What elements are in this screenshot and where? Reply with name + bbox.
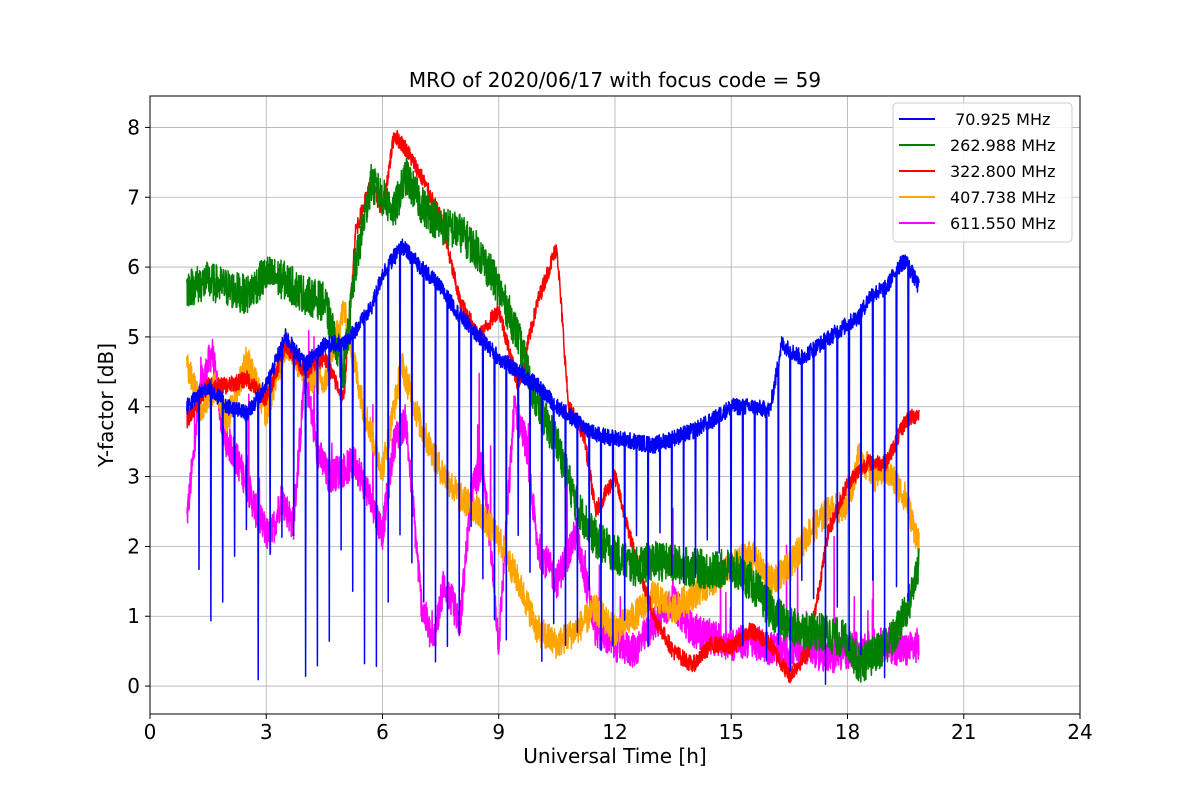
x-tick-label: 3 [260, 720, 273, 744]
legend-box [892, 102, 1073, 243]
y-tick-label: 6 [127, 255, 140, 279]
x-axis-label: Universal Time [h] [523, 744, 706, 768]
series-line-3 [186, 129, 920, 684]
y-tick-label: 2 [127, 534, 140, 558]
x-axis-ticks: 0 3 6 9 12 15 18 21 24 [144, 714, 1093, 744]
x-tick-label: 6 [376, 720, 389, 744]
x-tick-label: 0 [144, 720, 157, 744]
legend-label: 322.800 MHz [950, 162, 1055, 181]
legend-label: 407.738 MHz [950, 188, 1055, 207]
x-tick-label: 12 [602, 720, 627, 744]
y-axis-ticks: 0 1 2 3 4 5 6 7 8 [127, 115, 150, 698]
y-tick-label: 5 [127, 325, 140, 349]
legend-label: 70.925 MHz [950, 110, 1050, 129]
x-tick-label: 15 [719, 720, 744, 744]
legend-label: 262.988 MHz [950, 136, 1055, 155]
x-tick-label: 18 [835, 720, 860, 744]
legend-label: 611.550 MHz [950, 214, 1055, 233]
y-tick-label: 8 [127, 115, 140, 139]
y-tick-label: 3 [127, 465, 140, 489]
chart-title: MRO of 2020/06/17 with focus code = 59 [409, 68, 821, 92]
y-axis-label: Y-factor [dB] [94, 343, 118, 468]
legend: 70.925 MHz 262.988 MHz 322.800 MHz 407.738 … [892, 102, 1073, 243]
y-tick-label: 4 [127, 395, 140, 419]
y-tick-label: 7 [127, 185, 140, 209]
x-tick-label: 21 [951, 720, 976, 744]
x-tick-label: 9 [492, 720, 505, 744]
series-layer [186, 129, 920, 686]
series-line-1 [186, 238, 920, 686]
y-tick-label: 0 [127, 674, 140, 698]
y-tick-label: 1 [127, 604, 140, 628]
x-tick-label: 24 [1067, 720, 1092, 744]
